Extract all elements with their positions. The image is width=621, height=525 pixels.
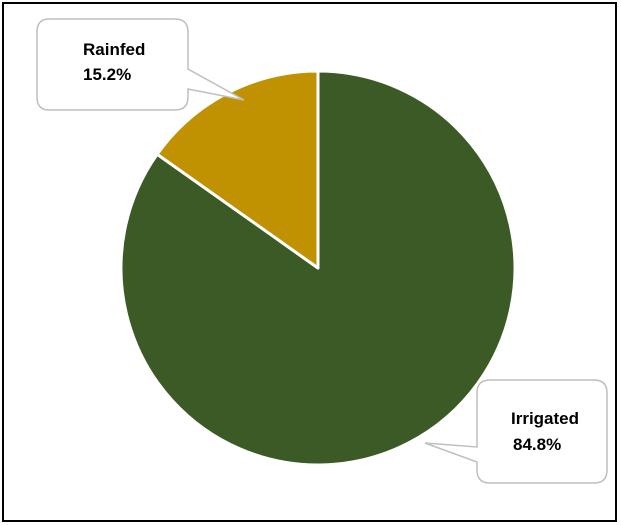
- callout-box-rainfed: [36, 18, 245, 111]
- pie-slices: [119, 69, 517, 467]
- callout-value-rainfed: 15.2%: [83, 65, 131, 84]
- callout-label-rainfed: Rainfed: [83, 40, 145, 59]
- callout-box-irrigated: [424, 379, 608, 484]
- callout-label-irrigated: Irrigated: [511, 409, 579, 428]
- pie-callouts: Rainfed 15.2% Irrigated 84.8%: [36, 18, 608, 484]
- callout-value-irrigated: 84.8%: [513, 435, 561, 454]
